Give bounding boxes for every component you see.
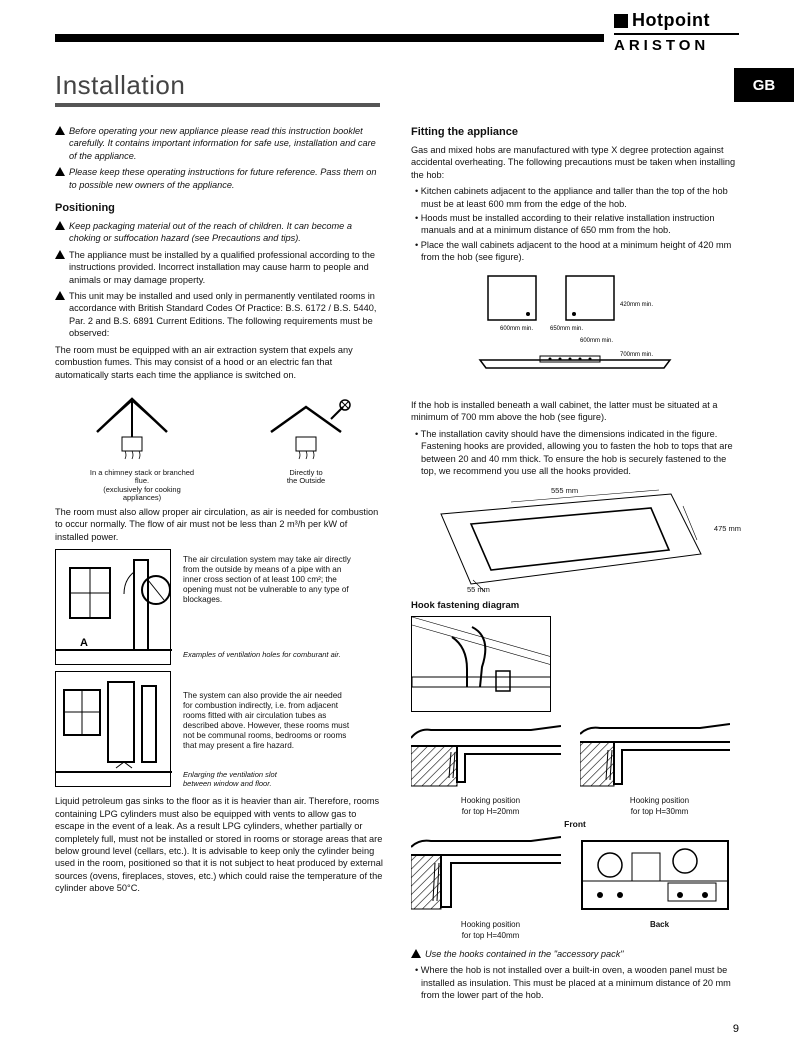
svg-text:650mm min.: 650mm min. (550, 326, 583, 332)
ventilation-caption-2: The system can also provide the air need… (183, 691, 353, 750)
fitting-p2: If the hob is installed beneath a wall c… (411, 399, 739, 424)
left-column: Before operating your new appliance plea… (55, 125, 383, 1004)
language-tab: GB (734, 68, 794, 102)
hook-caption-h30: Hooking position for top H=30mm (580, 796, 739, 818)
hook-caption-h20: Hooking position for top H=20mm (411, 796, 570, 818)
fitting-bullet-2: Hoods must be installed according to the… (411, 212, 739, 237)
front-label: Front (411, 819, 739, 830)
brand-block: Hotpoint ARISTON (604, 10, 739, 54)
warning-icon (55, 221, 65, 230)
worktop-dim-front: 55 mm (467, 585, 490, 595)
warning-icon (55, 126, 65, 135)
svg-text:600mm min.: 600mm min. (580, 338, 613, 344)
warn-final: Use the hooks contained in the "accessor… (425, 948, 624, 960)
hook-figure-back: Back (580, 835, 739, 942)
title-section: Installation (55, 70, 739, 107)
fitting-bullet-1: Kitchen cabinets adjacent to the applian… (411, 185, 739, 210)
chimney-caption-right: Directly to the Outside (261, 469, 351, 486)
ventilation-figure-1: A (55, 549, 171, 665)
title-underline (55, 103, 380, 107)
chimney-caption-left: In a chimney stack or branched flue. (ex… (87, 469, 197, 502)
hook-figure-h30: Hooking position for top H=30mm (580, 720, 739, 817)
bullet-text-1: The room must be equipped with an air ex… (55, 344, 383, 381)
worktop-dim-side: 475 mm (714, 524, 741, 534)
bullet-text-2: The room must also allow proper air circ… (55, 506, 383, 543)
page-title: Installation (55, 70, 739, 101)
fitting-intro: Gas and mixed hobs are manufactured with… (411, 144, 739, 181)
header-bar: Hotpoint ARISTON (55, 10, 739, 60)
hook-figure-h20: Hooking position for top H=20mm (411, 720, 570, 817)
warn-text-2: Please keep these operating instructions… (69, 166, 383, 191)
svg-text:600mm min.: 600mm min. (500, 326, 533, 332)
fitting-bullet-4: The installation cavity should have the … (411, 428, 739, 478)
warn-text-1: Before operating your new appliance plea… (69, 125, 383, 162)
ventilation-note-2: Enlarging the ventilation slot between w… (183, 771, 363, 788)
brand-bottom-label: ARISTON (614, 37, 739, 54)
fitting-heading: Fitting the appliance (411, 125, 739, 140)
hook-caption-h40: Hooking position for top H=40mm (411, 920, 570, 942)
hook-diagram-heading: Hook fastening diagram (411, 600, 739, 613)
warning-icon (55, 291, 65, 300)
hook-figure-h40: Hooking position for top H=40mm (411, 835, 570, 942)
chimney-figure-right: Directly to the Outside (261, 387, 351, 502)
fitting-bullet-3: Place the wall cabinets adjacent to the … (411, 239, 739, 264)
chimney-figure-row: In a chimney stack or branched flue. (ex… (55, 387, 383, 502)
warn-text-3: Keep packaging material out of the reach… (69, 220, 383, 245)
clip-photo (411, 616, 551, 712)
ventilation-note-1: Examples of ventilation holes for combur… (183, 651, 363, 660)
warn-text-4a: The appliance must be installed by a qua… (69, 249, 383, 286)
positioning-heading: Positioning (55, 201, 383, 216)
warn-text-4b: This unit may be installed and used only… (69, 290, 383, 340)
brand-top-label: Hotpoint (632, 10, 710, 31)
page-number: 9 (733, 1023, 739, 1035)
hook-caption-back: Back (580, 920, 739, 931)
brand-divider (614, 33, 739, 35)
bullet-text-3: Liquid petroleum gas sinks to the floor … (55, 795, 383, 894)
svg-text:420mm min.: 420mm min. (620, 302, 653, 308)
chimney-figure-left: In a chimney stack or branched flue. (ex… (87, 387, 197, 502)
warning-icon (411, 949, 421, 958)
hook-row-1: Hooking position for top H=20mm Hooking … (411, 720, 739, 817)
right-column: Fitting the appliance Gas and mixed hobs… (411, 125, 739, 1004)
warning-icon (55, 167, 65, 176)
warning-icon (55, 250, 65, 259)
ventilation-figure-2 (55, 671, 171, 787)
brand-logo-square (614, 14, 628, 28)
hook-row-2: Hooking position for top H=40mm Back (411, 835, 739, 942)
svg-text:700mm min.: 700mm min. (620, 352, 653, 358)
ventilation-caption-1: The air circulation system may take air … (183, 555, 353, 604)
worktop-dim-top: 555 mm (551, 486, 578, 496)
worktop-cutout-figure: 555 mm 475 mm 55 mm (411, 484, 739, 594)
svg-text:A: A (80, 637, 88, 649)
fitting-bullet-5: Where the hob is not installed over a bu… (411, 964, 739, 1001)
wall-cabinet-diagram: 600mm min. 650mm min. 600mm min. 420mm m… (411, 268, 739, 391)
